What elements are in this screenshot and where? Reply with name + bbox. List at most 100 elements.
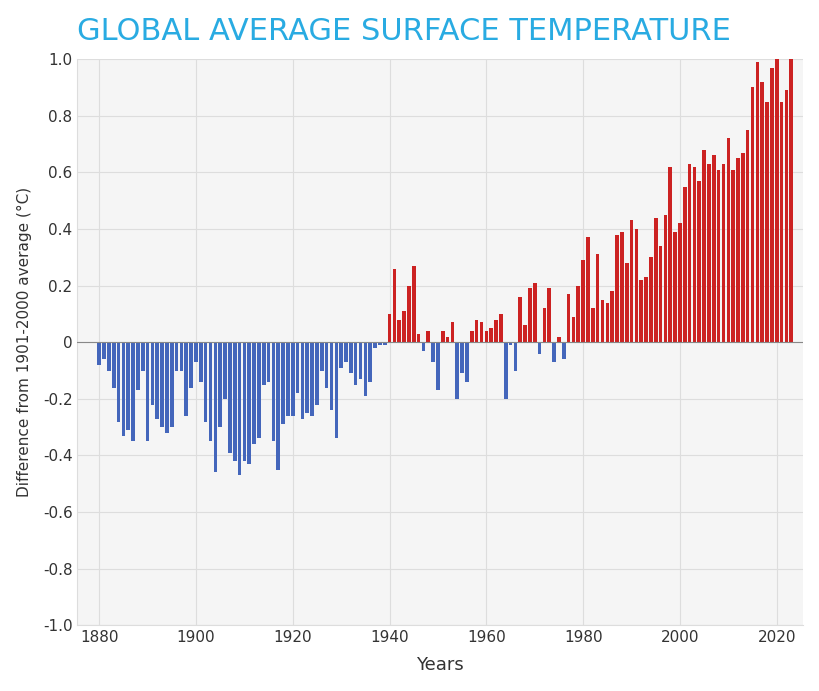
Bar (692, 167, 695, 342)
Bar (242, 342, 246, 461)
Bar (614, 235, 618, 342)
Bar (301, 342, 304, 419)
Bar (199, 342, 202, 382)
Bar (537, 342, 541, 354)
Bar (494, 319, 497, 342)
Bar (382, 342, 386, 345)
Bar (784, 91, 787, 342)
Bar (266, 342, 270, 382)
Bar (672, 231, 676, 342)
Bar (416, 334, 420, 342)
Bar (233, 342, 236, 461)
Bar (474, 319, 478, 342)
Bar (547, 288, 550, 342)
Bar (701, 150, 705, 342)
Bar (644, 277, 647, 342)
Bar (552, 342, 555, 362)
Bar (571, 316, 575, 342)
Bar (649, 257, 652, 342)
Bar (687, 164, 690, 342)
Bar (532, 283, 536, 342)
Bar (373, 342, 377, 348)
Bar (247, 342, 251, 464)
Bar (126, 342, 130, 430)
Bar (218, 342, 222, 427)
Bar (604, 303, 609, 342)
Bar (314, 342, 319, 404)
Bar (194, 342, 197, 362)
Bar (499, 314, 502, 342)
Bar (116, 342, 120, 422)
Bar (281, 342, 284, 424)
Bar (629, 220, 632, 342)
Bar (121, 342, 125, 435)
Bar (726, 138, 729, 342)
Bar (508, 342, 512, 345)
Bar (706, 164, 710, 342)
Bar (446, 337, 449, 342)
Bar (363, 342, 367, 396)
Bar (489, 328, 492, 342)
Bar (170, 342, 174, 427)
Bar (252, 342, 256, 444)
Bar (455, 342, 459, 399)
Bar (392, 269, 396, 342)
Bar (735, 158, 739, 342)
X-axis label: Years: Years (416, 656, 464, 674)
Bar (431, 342, 434, 362)
Bar (378, 342, 381, 345)
Bar (609, 292, 613, 342)
Bar (697, 181, 700, 342)
Bar (179, 342, 183, 370)
Bar (759, 82, 763, 342)
Bar (174, 342, 179, 370)
Bar (677, 223, 681, 342)
Bar (406, 285, 410, 342)
Bar (745, 130, 749, 342)
Bar (319, 342, 324, 370)
Bar (387, 314, 391, 342)
Y-axis label: Difference from 1901-2000 average (°C): Difference from 1901-2000 average (°C) (16, 187, 32, 498)
Bar (189, 342, 192, 388)
Bar (238, 342, 241, 475)
Bar (411, 266, 415, 342)
Bar (789, 11, 792, 342)
Bar (397, 319, 400, 342)
Bar (228, 342, 232, 453)
Bar (484, 331, 487, 342)
Bar (146, 342, 149, 442)
Bar (305, 342, 309, 413)
Bar (160, 342, 164, 427)
Bar (436, 342, 439, 390)
Bar (518, 297, 522, 342)
Bar (527, 288, 531, 342)
Bar (749, 88, 753, 342)
Bar (286, 342, 289, 416)
Bar (503, 342, 507, 399)
Bar (586, 238, 589, 342)
Bar (261, 342, 265, 385)
Bar (731, 169, 734, 342)
Bar (276, 342, 280, 470)
Bar (97, 342, 101, 365)
Bar (339, 342, 342, 368)
Bar (464, 342, 468, 382)
Bar (349, 342, 352, 373)
Bar (581, 260, 584, 342)
Bar (682, 187, 686, 342)
Bar (556, 337, 560, 342)
Bar (769, 68, 773, 342)
Bar (716, 169, 720, 342)
Bar (590, 308, 594, 342)
Bar (479, 323, 482, 342)
Bar (624, 263, 627, 342)
Bar (296, 342, 299, 393)
Bar (184, 342, 188, 416)
Bar (595, 254, 599, 342)
Bar (600, 300, 604, 342)
Bar (634, 229, 637, 342)
Bar (271, 342, 275, 442)
Bar (566, 294, 570, 342)
Bar (513, 342, 517, 370)
Bar (358, 342, 362, 379)
